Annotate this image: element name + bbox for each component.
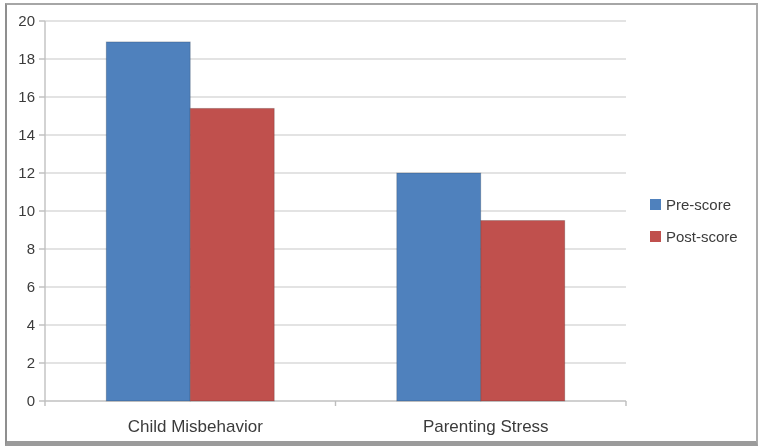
bar-post-score-parenting-stress	[481, 221, 565, 402]
bar-pre-score-parenting-stress	[397, 173, 481, 401]
legend-item-post-score: Post-score	[650, 228, 738, 245]
bar-chart: 0 2 4 6 8 10 12 14 16 18 20 Child Misbehavior Parent…	[0, 0, 762, 446]
y-axis-tick-label: 4	[27, 316, 35, 333]
y-axis-tick-label: 2	[27, 354, 35, 371]
y-axis-tick-label: 20	[18, 12, 35, 29]
x-axis-category-label: Child Misbehavior	[128, 417, 263, 436]
y-axis-tick-label: 0	[27, 392, 35, 409]
y-axis-tick-label: 6	[27, 278, 35, 295]
legend-swatch-post-score	[650, 231, 661, 242]
y-axis-tick-label: 16	[18, 88, 35, 105]
y-axis-tick-label: 10	[18, 202, 35, 219]
chart-figure: 0 2 4 6 8 10 12 14 16 18 20 Child Misbehavior Parent…	[0, 0, 762, 446]
y-axis-tick-label: 12	[18, 164, 35, 181]
legend-label-post-score: Post-score	[666, 228, 738, 245]
y-axis-tick-label: 18	[18, 50, 35, 67]
bar-pre-score-child-misbehavior	[106, 42, 190, 401]
legend-label-pre-score: Pre-score	[666, 196, 731, 213]
y-axis-tick-label: 14	[18, 126, 35, 143]
y-axis-tick-label: 8	[27, 240, 35, 257]
legend-item-pre-score: Pre-score	[650, 196, 738, 213]
x-axis-category-label: Parenting Stress	[423, 417, 549, 436]
chart-legend: Pre-score Post-score	[650, 196, 738, 245]
bar-post-score-child-misbehavior	[190, 108, 274, 401]
legend-swatch-pre-score	[650, 199, 661, 210]
